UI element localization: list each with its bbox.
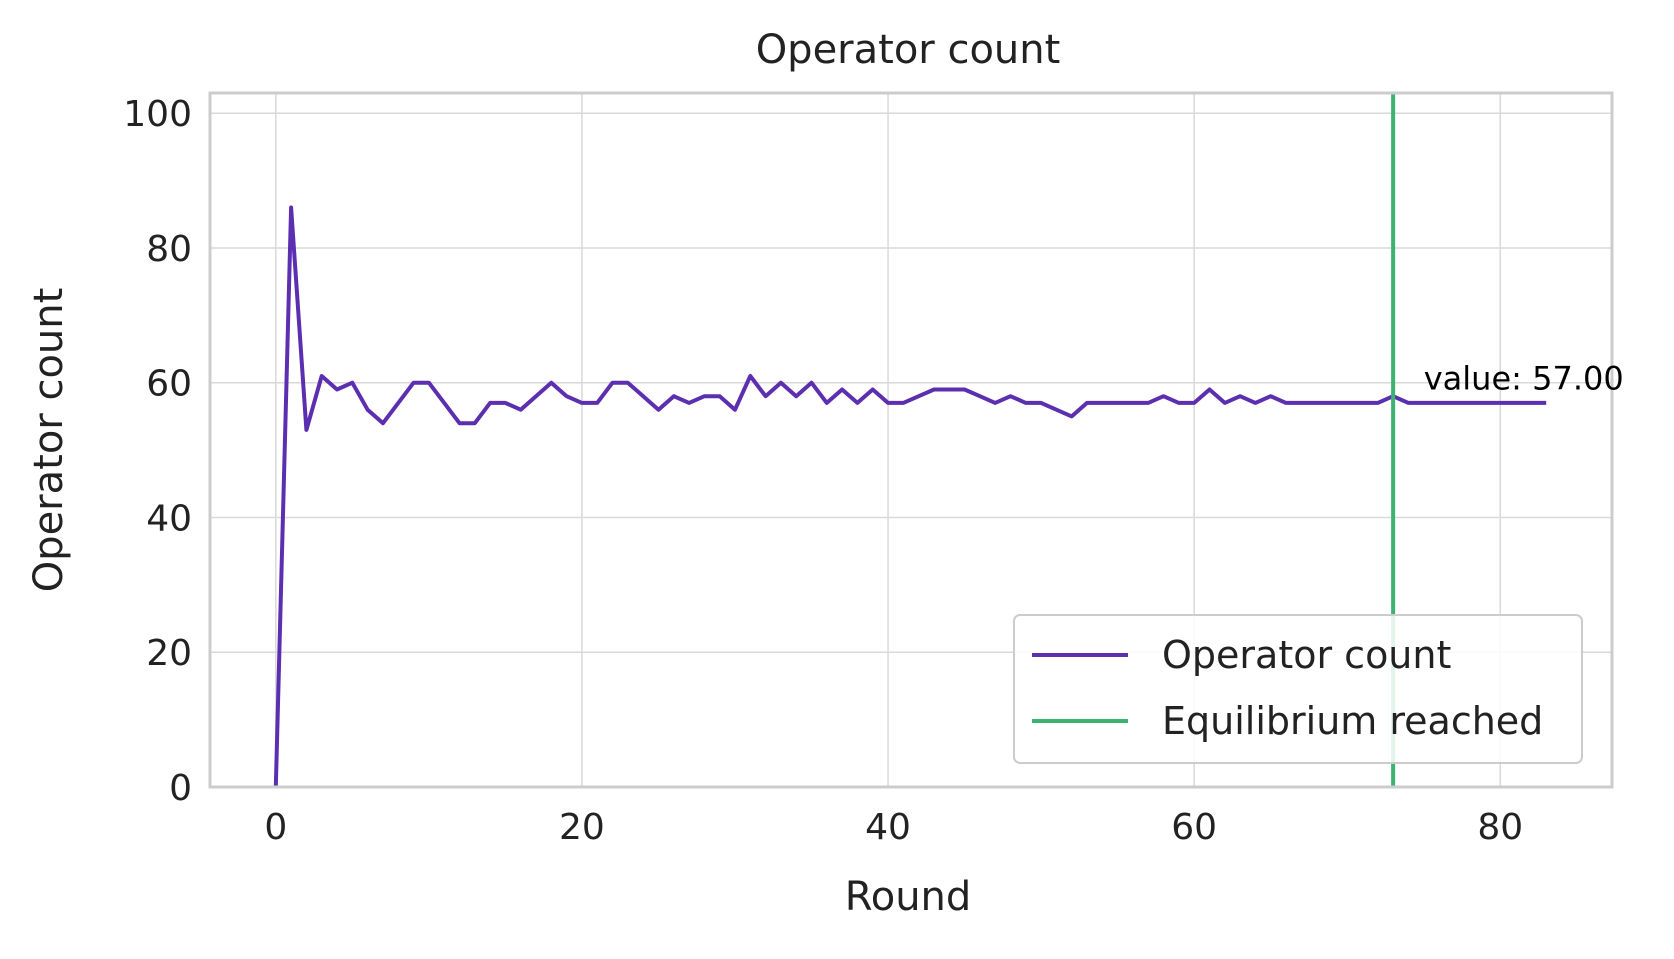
y-tick-label: 100 — [123, 94, 192, 135]
y-tick-label: 0 — [169, 768, 192, 809]
x-tick-label: 40 — [865, 807, 911, 848]
legend-box — [1013, 614, 1583, 764]
y-tick-labels: 0 20 40 60 80 100 — [123, 94, 192, 809]
x-tick-label: 60 — [1171, 807, 1217, 848]
y-tick-label: 80 — [146, 229, 192, 270]
x-tick-label: 0 — [264, 807, 287, 848]
x-axis-label: Round — [845, 874, 972, 920]
x-tick-labels: 0 20 40 60 80 — [264, 807, 1523, 848]
y-tick-label: 60 — [146, 364, 192, 405]
x-tick-label: 20 — [559, 807, 605, 848]
legend: Operator count Equilibrium reached — [1013, 614, 1583, 764]
value-annotation: value: 57.00 — [1424, 359, 1624, 397]
y-axis-label: Operator count — [26, 288, 72, 593]
y-tick-label: 20 — [146, 633, 192, 674]
plot-frame — [208, 91, 1614, 789]
y-tick-label: 40 — [146, 498, 192, 539]
chart-title: Operator count — [756, 27, 1061, 73]
series-lines — [273, 205, 1547, 788]
legend-label-equilibrium: Equilibrium reached — [1162, 699, 1543, 743]
x-tick-label: 80 — [1477, 807, 1523, 848]
series-line-operator-count — [273, 205, 1547, 788]
legend-label-operator-count: Operator count — [1162, 633, 1451, 677]
